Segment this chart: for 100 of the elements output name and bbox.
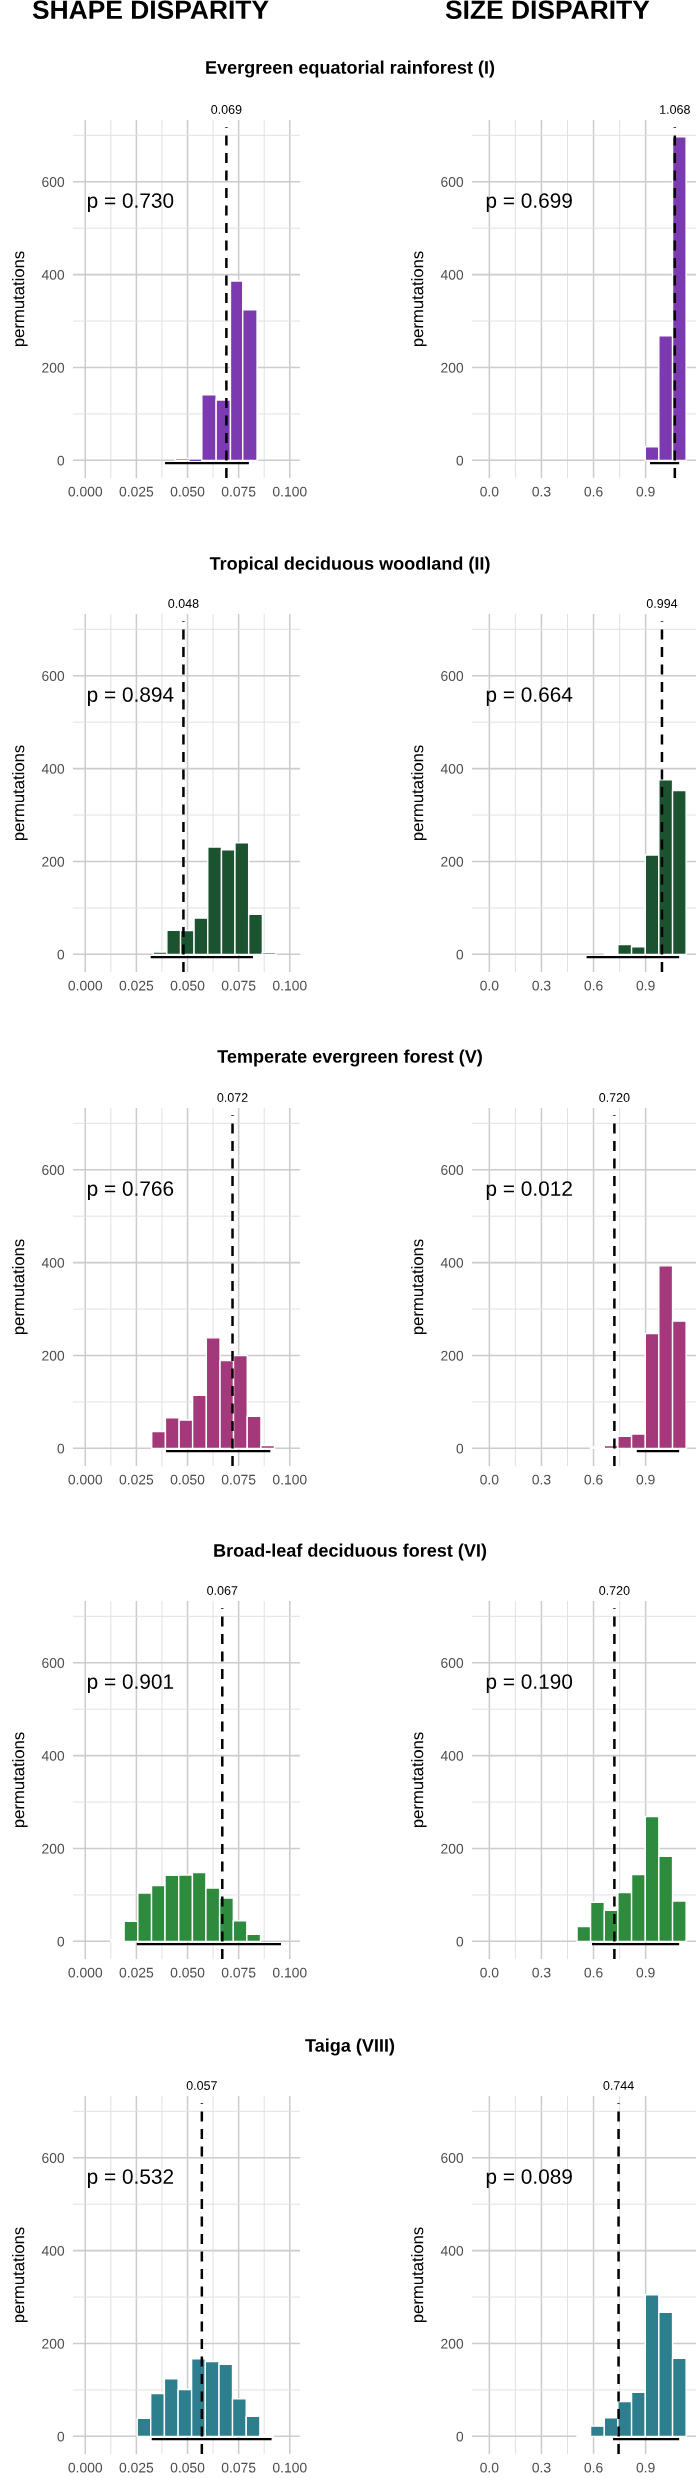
x-tick-label: 0.075 (221, 980, 256, 991)
x-tick-label: 0.100 (272, 2462, 307, 2473)
x-tick-label: 0.025 (119, 980, 154, 991)
y-tick-label: 400 (440, 763, 464, 774)
x-tick-label: 0.3 (532, 486, 551, 497)
x-tick-label: 0.9 (636, 980, 655, 991)
annotation: p = 0.664 (486, 687, 573, 707)
y-tick-label: 200 (441, 362, 464, 373)
y-tick-label: 400 (41, 1750, 65, 1761)
x-tick-label: 0.100 (272, 1474, 307, 1485)
annotation: p = 0.730 (87, 193, 174, 213)
y-axis-title: permutations (12, 251, 28, 347)
chart-subtitle: SIZE DISPARITY (445, 0, 650, 20)
x-tick-label: 0.9 (636, 486, 655, 497)
y-axis-title: permutations (411, 745, 427, 841)
x-tick-label: 0.025 (119, 2462, 154, 2473)
y-tick-label: 200 (441, 1843, 464, 1854)
x-tick-label: 0.3 (532, 1967, 551, 1978)
x-tick-label: 0.075 (221, 486, 256, 497)
y-axis-title: permutations (12, 2227, 28, 2323)
y-tick-label: 600 (42, 671, 65, 681)
y-tick-label: 200 (42, 2338, 65, 2349)
ref-line-label: 0.720 (599, 1093, 630, 1102)
x-tick-label: 0.9 (636, 2462, 655, 2473)
ref-line-label: 0.072 (217, 1093, 248, 1102)
y-tick-label: 0 (57, 2431, 65, 2442)
y-tick-label: 200 (441, 1350, 464, 1361)
text: Broad-leaf deciduous forest (VI) (214, 1543, 487, 1561)
x-tick-label: 0.000 (68, 980, 103, 991)
x-tick-label: 0.000 (68, 2462, 103, 2473)
ref-line-label: 0.720 (599, 1586, 630, 1595)
y-tick-label: 0 (57, 455, 65, 466)
text: Taiga (VIII) (305, 2038, 395, 2056)
ref-line-label: 1.068 (660, 105, 690, 114)
ref-line-label: 0.994 (646, 599, 678, 608)
y-tick-label: 600 (441, 1658, 464, 1668)
x-tick-label: 0.025 (119, 1474, 154, 1485)
chart-subtitle: SHAPE DISPARITY (32, 0, 269, 20)
x-tick-label: 0.025 (119, 486, 154, 497)
y-tick-label: 600 (441, 1165, 464, 1175)
x-tick-label: 0.3 (532, 980, 551, 991)
y-tick-label: 600 (441, 177, 464, 187)
x-tick-label: 0.075 (221, 1474, 256, 1485)
annotation: p = 0.901 (87, 1674, 174, 1694)
y-tick-label: 200 (42, 856, 65, 867)
y-tick-label: 400 (440, 1257, 464, 1268)
annotation: p = 0.190 (486, 1674, 573, 1694)
y-tick-label: 600 (42, 1658, 65, 1668)
x-tick-label: 0.0 (480, 1474, 499, 1485)
y-tick-label: 200 (441, 856, 464, 867)
x-tick-label: 0.3 (532, 1474, 551, 1485)
x-tick-label: 0.075 (221, 2462, 256, 2473)
x-tick-label: 0.050 (170, 2462, 205, 2473)
y-axis-title: permutations (411, 2227, 427, 2323)
y-tick-label: 600 (441, 2153, 464, 2163)
x-tick-label: 0.000 (68, 1967, 103, 1978)
y-tick-label: 0 (57, 1936, 65, 1947)
y-tick-label: 400 (41, 2245, 65, 2256)
y-tick-label: 600 (42, 1165, 65, 1175)
x-tick-label: 0.0 (480, 1967, 499, 1978)
x-tick-label: 0.6 (584, 486, 603, 497)
x-tick-label: 0.050 (170, 1474, 205, 1485)
ref-line-label: 0.057 (186, 2081, 217, 2090)
x-tick-label: 0.6 (584, 1967, 603, 1978)
x-tick-label: 0.0 (480, 2462, 499, 2473)
x-tick-label: 0.6 (584, 1474, 603, 1485)
y-tick-label: 400 (440, 1750, 464, 1761)
y-tick-label: 400 (41, 269, 65, 280)
ref-line-label: 0.744 (603, 2081, 634, 2090)
x-tick-label: 0.3 (532, 2462, 551, 2473)
annotation: p = 0.699 (486, 193, 572, 213)
ref-line-label: 0.069 (211, 105, 242, 114)
y-axis-title: permutations (12, 1239, 28, 1335)
y-tick-label: 200 (441, 2338, 464, 2349)
x-tick-label: 0.9 (636, 1474, 655, 1485)
x-tick-label: 0.100 (272, 486, 307, 497)
y-axis-title: permutations (411, 251, 427, 347)
y-tick-label: 200 (42, 1843, 65, 1854)
y-tick-label: 0 (57, 949, 65, 960)
x-tick-label: 0.050 (170, 1967, 205, 1978)
x-tick-label: 0.025 (119, 1967, 154, 1978)
annotation: p = 0.894 (87, 687, 174, 707)
annotation: p = 0.766 (87, 1181, 174, 1201)
y-axis-title: permutations (411, 1239, 427, 1335)
text: Evergreen equatorial rainforest (I) (206, 60, 495, 78)
x-tick-label: 0.100 (272, 1967, 307, 1978)
y-tick-label: 400 (440, 2245, 464, 2256)
x-tick-label: 0.9 (636, 1967, 655, 1978)
y-tick-label: 0 (456, 1443, 464, 1454)
y-axis-title: permutations (12, 745, 28, 841)
x-tick-label: 0.100 (272, 980, 307, 991)
x-tick-label: 0.050 (170, 486, 205, 497)
annotation: p = 0.089 (486, 2169, 572, 2189)
y-tick-label: 0 (456, 949, 464, 960)
x-tick-label: 0.050 (170, 980, 205, 991)
y-tick-label: 200 (42, 362, 65, 373)
text: Tropical deciduous woodland (II) (209, 556, 490, 574)
x-tick-label: 0.6 (584, 980, 603, 991)
y-tick-label: 200 (42, 1350, 65, 1361)
y-axis-title: permutations (411, 1732, 427, 1828)
